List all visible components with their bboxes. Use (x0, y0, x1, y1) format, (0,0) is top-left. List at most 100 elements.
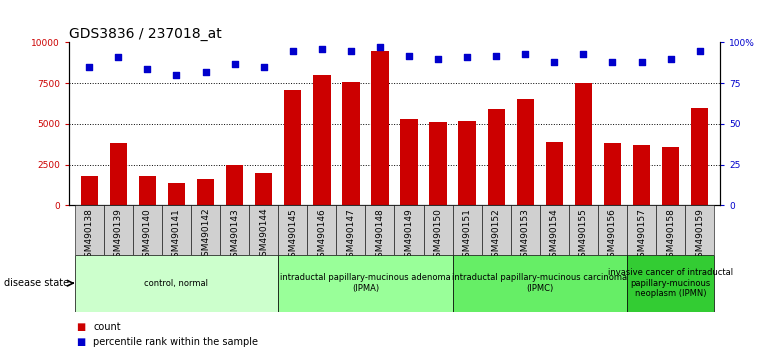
Point (490, 53, 502, 58)
Text: control, normal: control, normal (145, 279, 208, 288)
Text: percentile rank within the sample: percentile rank within the sample (93, 337, 258, 347)
Point (636, 59, 648, 65)
Bar (511, 205, 540, 255)
Bar (249, 205, 278, 255)
Bar (220, 205, 249, 255)
Bar (284, 90, 302, 205)
Bar (191, 205, 220, 255)
Text: GSM490138: GSM490138 (85, 208, 93, 263)
Point (170, 72, 182, 78)
Bar (372, 51, 388, 205)
Point (578, 51, 590, 57)
Bar (487, 109, 505, 205)
Bar (133, 205, 162, 255)
Bar (604, 143, 621, 205)
Bar (168, 183, 185, 205)
Bar (482, 205, 511, 255)
Bar (394, 205, 424, 255)
Text: GSM490159: GSM490159 (696, 208, 704, 263)
Text: GSM490155: GSM490155 (579, 208, 588, 263)
Text: GSM490157: GSM490157 (637, 208, 646, 263)
Bar (627, 205, 656, 255)
Bar (685, 205, 714, 255)
Text: GSM490156: GSM490156 (608, 208, 617, 263)
Text: GSM490153: GSM490153 (521, 208, 530, 263)
Text: GSM490151: GSM490151 (463, 208, 472, 263)
Point (228, 61, 241, 67)
Text: count: count (93, 322, 121, 332)
Bar (401, 119, 417, 205)
Point (403, 53, 415, 58)
Text: GSM490145: GSM490145 (288, 208, 297, 263)
Point (83, 64, 96, 70)
Point (519, 51, 532, 57)
Bar (430, 122, 447, 205)
Text: disease state: disease state (4, 278, 69, 288)
Bar (110, 143, 127, 205)
Bar (342, 81, 359, 205)
Bar (453, 255, 627, 312)
Text: GSM490142: GSM490142 (201, 208, 210, 262)
Text: intraductal papillary-mucinous adenoma
(IPMA): intraductal papillary-mucinous adenoma (… (280, 274, 451, 293)
Bar (540, 205, 569, 255)
Bar (336, 205, 365, 255)
Point (141, 66, 153, 72)
Bar (691, 108, 709, 205)
Text: GSM490141: GSM490141 (172, 208, 181, 263)
Text: GSM490150: GSM490150 (434, 208, 443, 263)
Bar (278, 255, 453, 312)
Bar (662, 147, 679, 205)
Bar (424, 205, 453, 255)
Bar (598, 205, 627, 255)
Bar (516, 99, 534, 205)
Bar (278, 205, 307, 255)
Text: GSM490139: GSM490139 (114, 208, 123, 263)
Point (345, 48, 357, 53)
Bar (75, 255, 278, 312)
Bar (574, 83, 592, 205)
Text: invasive cancer of intraductal
papillary-mucinous
neoplasm (IPMN): invasive cancer of intraductal papillary… (608, 268, 733, 298)
Bar (104, 205, 133, 255)
Point (374, 45, 386, 50)
Bar (162, 205, 191, 255)
Bar (313, 75, 331, 205)
Text: GSM490146: GSM490146 (317, 208, 326, 263)
Point (257, 64, 270, 70)
Bar (226, 165, 244, 205)
Text: intraductal papillary-mucinous carcinoma
(IPMC): intraductal papillary-mucinous carcinoma… (452, 274, 627, 293)
Bar (75, 205, 104, 255)
Bar (458, 121, 476, 205)
Bar (255, 173, 273, 205)
Point (607, 59, 619, 65)
Bar (633, 145, 650, 205)
Text: ■: ■ (77, 322, 86, 332)
Text: GSM490143: GSM490143 (230, 208, 239, 263)
Bar (656, 205, 685, 255)
Bar (545, 142, 563, 205)
Point (548, 59, 561, 65)
Text: GSM490148: GSM490148 (375, 208, 385, 263)
Bar (627, 255, 714, 312)
Bar (80, 176, 98, 205)
Text: GSM490158: GSM490158 (666, 208, 675, 263)
Point (693, 48, 705, 53)
Text: GSM490147: GSM490147 (346, 208, 355, 263)
Text: GSM490149: GSM490149 (404, 208, 414, 263)
Point (664, 56, 676, 62)
Text: GSM490152: GSM490152 (492, 208, 501, 263)
Point (286, 48, 299, 53)
Point (199, 69, 211, 75)
Bar (365, 205, 394, 255)
Bar (569, 205, 598, 255)
Text: GSM490140: GSM490140 (143, 208, 152, 263)
Text: GDS3836 / 237018_at: GDS3836 / 237018_at (69, 28, 221, 41)
Bar (453, 205, 482, 255)
Text: GSM490154: GSM490154 (550, 208, 559, 263)
Bar (197, 179, 214, 205)
Point (113, 54, 125, 60)
Point (316, 46, 328, 52)
Text: GSM490144: GSM490144 (259, 208, 268, 262)
Point (432, 56, 444, 62)
Bar (307, 205, 336, 255)
Point (461, 54, 473, 60)
